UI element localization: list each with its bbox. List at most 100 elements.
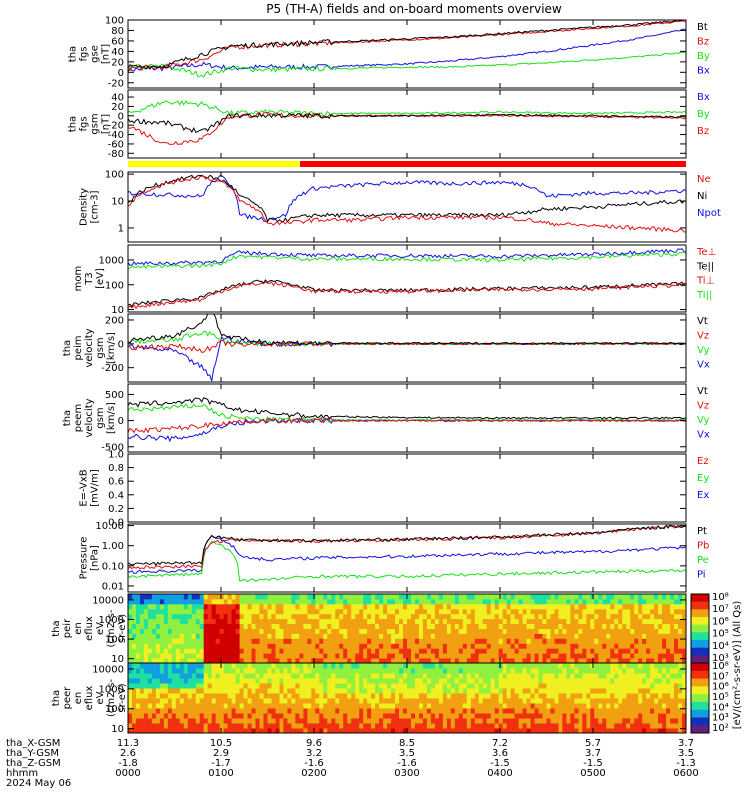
spectrogram-cell bbox=[223, 703, 229, 709]
spectrogram-cell bbox=[442, 673, 448, 679]
spectrogram-cell bbox=[355, 668, 360, 674]
spectrogram-cell bbox=[458, 598, 464, 605]
spectrogram-cell bbox=[578, 633, 583, 639]
spectrogram-cell bbox=[434, 638, 440, 644]
spectrogram-cell bbox=[335, 678, 340, 684]
spectrogram-cell bbox=[403, 598, 408, 605]
spectrogram-cell bbox=[399, 668, 404, 674]
spectrogram-cell bbox=[438, 668, 444, 674]
spectrogram-cell bbox=[363, 703, 368, 709]
spectrogram-cell bbox=[622, 708, 627, 714]
spectrogram-cell bbox=[379, 673, 384, 679]
spectrogram-cell bbox=[207, 668, 213, 674]
spectrogram-cell bbox=[271, 678, 276, 684]
spectrogram-cell bbox=[339, 648, 344, 654]
spectrogram-cell bbox=[195, 668, 201, 674]
spectrogram-cell bbox=[674, 658, 679, 664]
spectrogram-cell bbox=[638, 683, 643, 689]
spectrogram-cell bbox=[171, 618, 177, 624]
spectrogram-cell bbox=[526, 658, 532, 664]
spectrogram-cell bbox=[303, 633, 308, 639]
spectrogram-cell bbox=[618, 673, 623, 679]
spectrogram-cell bbox=[518, 633, 524, 639]
spectrogram-cell bbox=[474, 668, 480, 674]
spectrogram-cell bbox=[231, 623, 237, 629]
spectrogram-cell bbox=[179, 708, 185, 714]
spectrogram-cell bbox=[574, 663, 579, 669]
spectrogram-cell bbox=[395, 678, 400, 684]
spectrogram-cell bbox=[143, 598, 149, 605]
spectrogram-cell bbox=[558, 623, 563, 629]
spectrogram-cell bbox=[179, 628, 185, 634]
spectrogram-cell bbox=[175, 723, 181, 729]
spectrogram-cell bbox=[502, 638, 508, 644]
spectrogram-cell bbox=[634, 633, 639, 639]
spectrogram-cell bbox=[474, 653, 480, 659]
spectrogram-cell bbox=[339, 603, 344, 610]
y-axis-label: peem bbox=[73, 404, 84, 432]
spectrogram-cell bbox=[558, 663, 563, 669]
spectrogram-cell bbox=[670, 638, 675, 644]
spectrogram-cell bbox=[554, 623, 559, 629]
spectrogram-cell bbox=[275, 658, 280, 664]
spectrogram-cell bbox=[606, 683, 611, 689]
spectrogram-cell bbox=[191, 683, 197, 689]
spectrogram-cell bbox=[470, 658, 476, 664]
spectrogram-cell bbox=[315, 688, 320, 694]
spectrogram-cell bbox=[163, 618, 169, 624]
spectrogram-cell bbox=[167, 594, 173, 600]
spectrogram-cell bbox=[171, 653, 177, 659]
spectrogram-cell bbox=[430, 603, 436, 610]
spectrogram-cell bbox=[438, 703, 444, 709]
spectrogram-cell bbox=[259, 594, 264, 600]
spectrogram-cell bbox=[622, 618, 627, 624]
spectrogram-cell bbox=[419, 608, 424, 615]
spectrogram-cell bbox=[239, 623, 245, 629]
spectrogram-cell bbox=[151, 688, 157, 694]
spectrogram-cell bbox=[271, 703, 276, 709]
spectrogram-cell bbox=[223, 594, 229, 600]
spectrogram-cell bbox=[295, 683, 300, 689]
spectrogram-cell bbox=[287, 728, 292, 734]
spectrogram-cell bbox=[630, 653, 635, 659]
legend-entry: Bt bbox=[697, 22, 708, 33]
spectrogram-cell bbox=[474, 708, 480, 714]
footer-value: 3.5 bbox=[678, 748, 694, 759]
spectrogram-cell bbox=[231, 688, 237, 694]
spectrogram-cell bbox=[434, 603, 440, 610]
spectrogram-cell bbox=[646, 603, 651, 610]
spectrogram-cell bbox=[634, 638, 639, 644]
spectrogram-cell bbox=[458, 723, 464, 729]
spectrogram-cell bbox=[167, 723, 173, 729]
spectrogram-cell bbox=[642, 603, 647, 610]
spectrogram-cell bbox=[231, 598, 237, 605]
spectrogram-cell bbox=[654, 728, 659, 734]
spectrogram-cell bbox=[299, 683, 304, 689]
spectrogram-cell bbox=[606, 668, 611, 674]
spectrogram-cell bbox=[303, 678, 308, 684]
spectrogram-cell bbox=[187, 643, 193, 649]
spectrogram-cell bbox=[379, 678, 384, 684]
spectrogram-cell bbox=[231, 663, 237, 669]
spectrogram-cell bbox=[375, 603, 380, 610]
spectrogram-cell bbox=[215, 663, 221, 669]
spectrogram-cell bbox=[658, 608, 663, 615]
spectrogram-cell bbox=[335, 668, 340, 674]
spectrogram-cell bbox=[132, 678, 137, 684]
spectrogram-cell bbox=[542, 598, 547, 605]
spectrogram-cell bbox=[562, 668, 567, 674]
spectrogram-cell bbox=[151, 658, 157, 664]
colorbar-cell bbox=[691, 640, 709, 648]
spectrogram-cell bbox=[674, 683, 679, 689]
spectrogram-cell bbox=[159, 683, 165, 689]
spectrogram-cell bbox=[482, 653, 488, 659]
spectrogram-cell bbox=[311, 723, 316, 729]
spectrogram-cell bbox=[171, 718, 177, 724]
spectrogram-cell bbox=[311, 678, 316, 684]
spectrogram-cell bbox=[674, 718, 679, 724]
spectrogram-cell bbox=[227, 623, 233, 629]
spectrogram-cell bbox=[227, 678, 233, 684]
spectrogram-cell bbox=[223, 723, 229, 729]
spectrogram-cell bbox=[263, 698, 268, 704]
spectrogram-cell bbox=[132, 648, 137, 654]
